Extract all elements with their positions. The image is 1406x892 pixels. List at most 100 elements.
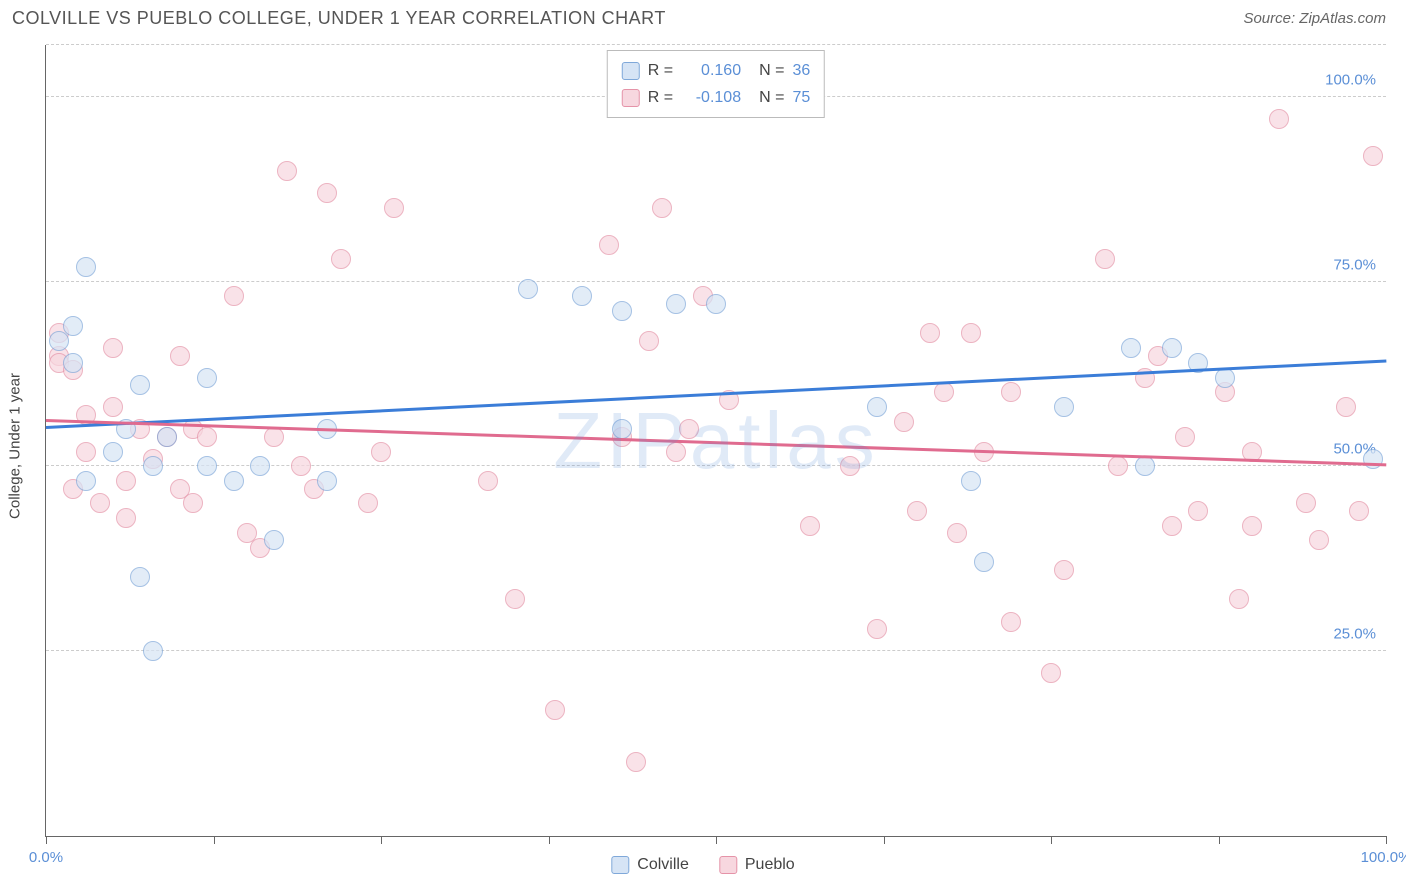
pueblo-marker [1269, 109, 1289, 129]
colville-marker [612, 301, 632, 321]
x-tick [46, 836, 47, 844]
pueblo-marker [1001, 382, 1021, 402]
x-tick [716, 836, 717, 844]
colville-marker [130, 375, 150, 395]
colville-marker [157, 427, 177, 447]
pueblo-marker [197, 427, 217, 447]
pueblo-marker [1296, 493, 1316, 513]
pueblo-marker [1095, 249, 1115, 269]
r-label: R = [648, 57, 673, 84]
colville-marker [1135, 456, 1155, 476]
correlation-legend: R = 0.160 N = 36 R = -0.108 N = 75 [607, 50, 825, 118]
pueblo-n-value: 75 [792, 84, 810, 111]
pueblo-swatch [622, 89, 640, 107]
x-tick [1219, 836, 1220, 844]
pueblo-marker [103, 338, 123, 358]
pueblo-marker [183, 493, 203, 513]
colville-marker [666, 294, 686, 314]
pueblo-marker [626, 752, 646, 772]
pueblo-marker [384, 198, 404, 218]
colville-trendline [46, 360, 1386, 430]
pueblo-marker [76, 442, 96, 462]
pueblo-marker [1054, 560, 1074, 580]
pueblo-swatch [719, 856, 737, 874]
pueblo-marker [545, 700, 565, 720]
pueblo-marker [1349, 501, 1369, 521]
y-axis-label: College, Under 1 year [7, 373, 24, 519]
x-tick-label: 100.0% [1361, 849, 1406, 866]
colville-r-value: 0.160 [681, 57, 741, 84]
pueblo-marker [224, 286, 244, 306]
gridline [46, 281, 1386, 282]
colville-marker [224, 471, 244, 491]
pueblo-marker [291, 456, 311, 476]
pueblo-marker [1229, 589, 1249, 609]
colville-marker [143, 641, 163, 661]
colville-marker [317, 471, 337, 491]
legend-item-pueblo: Pueblo [719, 856, 795, 874]
pueblo-marker [116, 508, 136, 528]
pueblo-marker [1188, 501, 1208, 521]
pueblo-marker [867, 619, 887, 639]
colville-marker [264, 530, 284, 550]
pueblo-marker [331, 249, 351, 269]
colville-marker [867, 397, 887, 417]
colville-marker [143, 456, 163, 476]
pueblo-marker [800, 516, 820, 536]
legend-row-pueblo: R = -0.108 N = 75 [622, 84, 810, 111]
pueblo-marker [1242, 516, 1262, 536]
n-label: N = [759, 57, 784, 84]
pueblo-marker [478, 471, 498, 491]
pueblo-marker [666, 442, 686, 462]
gridline [46, 465, 1386, 466]
colville-marker [63, 353, 83, 373]
x-tick [1386, 836, 1387, 844]
colville-marker [961, 471, 981, 491]
series-legend: Colville Pueblo [611, 856, 794, 874]
colville-marker [1121, 338, 1141, 358]
colville-marker [518, 279, 538, 299]
pueblo-marker [1363, 146, 1383, 166]
pueblo-marker [599, 235, 619, 255]
x-tick [549, 836, 550, 844]
chart-plot-area: ZIPatlas R = 0.160 N = 36 R = -0.108 N =… [45, 45, 1386, 837]
pueblo-marker [277, 161, 297, 181]
pueblo-r-value: -0.108 [681, 84, 741, 111]
legend-item-colville: Colville [611, 856, 689, 874]
chart-title: COLVILLE VS PUEBLO COLLEGE, UNDER 1 YEAR… [12, 8, 666, 29]
y-tick-label: 25.0% [1333, 626, 1376, 643]
pueblo-marker [90, 493, 110, 513]
pueblo-marker [679, 419, 699, 439]
colville-marker [76, 471, 96, 491]
colville-swatch [611, 856, 629, 874]
x-tick [214, 836, 215, 844]
colville-marker [197, 456, 217, 476]
colville-marker [76, 257, 96, 277]
source-label: Source: ZipAtlas.com [1243, 10, 1386, 27]
colville-marker [1054, 397, 1074, 417]
x-tick [1051, 836, 1052, 844]
colville-marker [612, 419, 632, 439]
x-tick [381, 836, 382, 844]
n-label: N = [759, 84, 784, 111]
pueblo-marker [170, 346, 190, 366]
pueblo-label: Pueblo [745, 856, 795, 874]
colville-marker [572, 286, 592, 306]
pueblo-marker [1175, 427, 1195, 447]
y-tick-label: 75.0% [1333, 256, 1376, 273]
colville-marker [197, 368, 217, 388]
colville-marker [1162, 338, 1182, 358]
pueblo-marker [1001, 612, 1021, 632]
x-tick-label: 0.0% [29, 849, 63, 866]
gridline [46, 650, 1386, 651]
colville-n-value: 36 [792, 57, 810, 84]
colville-marker [250, 456, 270, 476]
pueblo-marker [116, 471, 136, 491]
legend-row-colville: R = 0.160 N = 36 [622, 57, 810, 84]
colville-swatch [622, 62, 640, 80]
pueblo-marker [505, 589, 525, 609]
pueblo-marker [264, 427, 284, 447]
pueblo-marker [920, 323, 940, 343]
colville-marker [974, 552, 994, 572]
pueblo-marker [639, 331, 659, 351]
